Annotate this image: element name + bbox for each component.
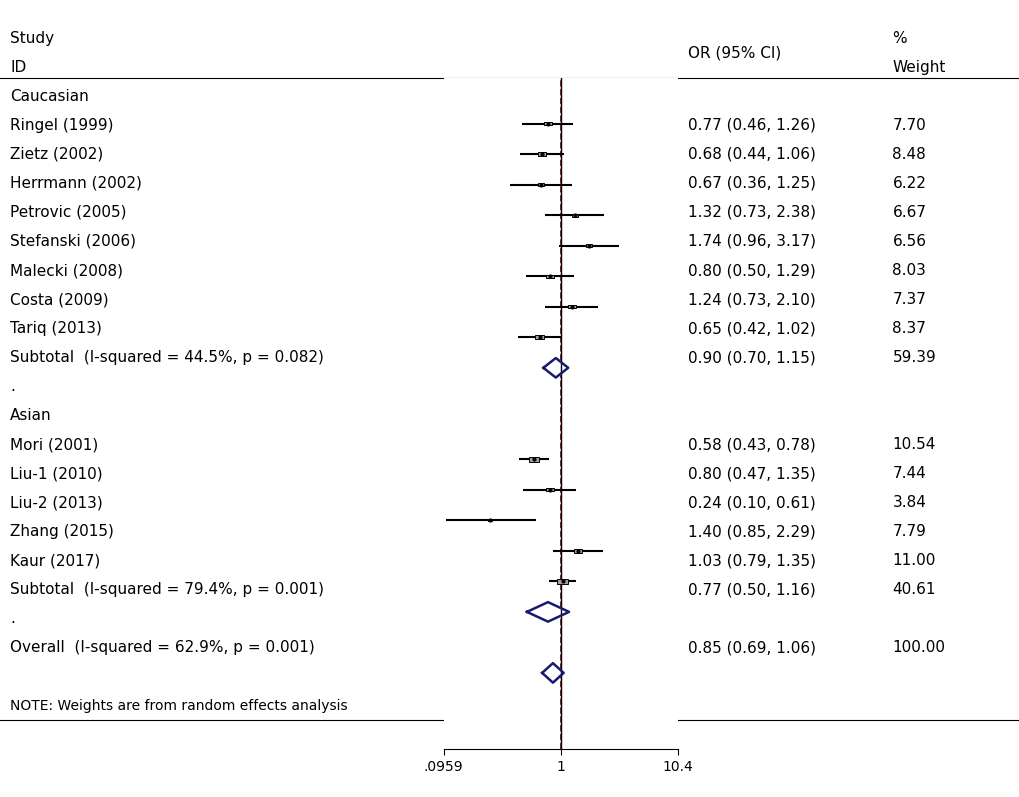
Text: 1.32 (0.73, 2.38): 1.32 (0.73, 2.38) bbox=[688, 205, 815, 220]
Text: .: . bbox=[10, 611, 15, 626]
Bar bbox=[537, 183, 543, 186]
Text: 7.44: 7.44 bbox=[892, 466, 925, 481]
Text: %: % bbox=[892, 31, 906, 46]
Text: Petrovic (2005): Petrovic (2005) bbox=[10, 205, 126, 220]
Text: 0.58 (0.43, 0.78): 0.58 (0.43, 0.78) bbox=[688, 437, 815, 452]
Text: 59.39: 59.39 bbox=[892, 350, 935, 365]
Text: 0.77 (0.50, 1.16): 0.77 (0.50, 1.16) bbox=[688, 582, 815, 597]
Text: 7.70: 7.70 bbox=[892, 118, 925, 133]
Text: .: . bbox=[10, 379, 15, 394]
Text: Asian: Asian bbox=[10, 408, 52, 423]
Text: Mori (2001): Mori (2001) bbox=[10, 437, 99, 452]
Text: 0.68 (0.44, 1.06): 0.68 (0.44, 1.06) bbox=[688, 147, 815, 162]
Bar bbox=[571, 214, 578, 217]
Text: OR (95% CI): OR (95% CI) bbox=[688, 45, 781, 61]
Polygon shape bbox=[542, 663, 564, 683]
Text: 40.61: 40.61 bbox=[892, 582, 935, 597]
Text: Herrmann (2002): Herrmann (2002) bbox=[10, 176, 142, 191]
Text: Liu-2 (2013): Liu-2 (2013) bbox=[10, 495, 103, 510]
Text: 0.85 (0.69, 1.06): 0.85 (0.69, 1.06) bbox=[688, 640, 815, 655]
Text: 1.24 (0.73, 2.10): 1.24 (0.73, 2.10) bbox=[688, 292, 815, 307]
Text: 10.54: 10.54 bbox=[892, 437, 935, 452]
Text: ID: ID bbox=[10, 60, 26, 75]
Text: Zietz (2002): Zietz (2002) bbox=[10, 147, 103, 162]
Text: Kaur (2017): Kaur (2017) bbox=[10, 553, 100, 568]
Text: 0.24 (0.10, 0.61): 0.24 (0.10, 0.61) bbox=[688, 495, 815, 510]
Text: Overall  (I-squared = 62.9%, p = 0.001): Overall (I-squared = 62.9%, p = 0.001) bbox=[10, 640, 315, 655]
Text: Liu-1 (2010): Liu-1 (2010) bbox=[10, 466, 103, 481]
Text: 11.00: 11.00 bbox=[892, 553, 935, 568]
Text: Subtotal  (I-squared = 79.4%, p = 0.001): Subtotal (I-squared = 79.4%, p = 0.001) bbox=[10, 582, 324, 597]
Bar bbox=[556, 579, 568, 583]
Text: Stefanski (2006): Stefanski (2006) bbox=[10, 234, 137, 249]
Text: 0.65 (0.42, 1.02): 0.65 (0.42, 1.02) bbox=[688, 321, 815, 336]
Text: 7.37: 7.37 bbox=[892, 292, 925, 307]
Text: 0.67 (0.36, 1.25): 0.67 (0.36, 1.25) bbox=[688, 176, 815, 191]
Text: NOTE: Weights are from random effects analysis: NOTE: Weights are from random effects an… bbox=[10, 699, 347, 713]
Text: 6.22: 6.22 bbox=[892, 176, 925, 191]
Text: 1.40 (0.85, 2.29): 1.40 (0.85, 2.29) bbox=[688, 524, 815, 539]
Text: Subtotal  (I-squared = 44.5%, p = 0.082): Subtotal (I-squared = 44.5%, p = 0.082) bbox=[10, 350, 324, 365]
Text: 8.37: 8.37 bbox=[892, 321, 925, 336]
Bar bbox=[487, 520, 491, 521]
Bar bbox=[537, 152, 545, 156]
Text: Study: Study bbox=[10, 31, 54, 46]
Text: 7.79: 7.79 bbox=[892, 524, 925, 539]
Bar bbox=[535, 336, 543, 339]
Bar bbox=[543, 122, 551, 125]
Text: Ringel (1999): Ringel (1999) bbox=[10, 118, 113, 133]
Bar bbox=[585, 245, 591, 247]
Text: 1.74 (0.96, 3.17): 1.74 (0.96, 3.17) bbox=[688, 234, 815, 249]
Text: 3.84: 3.84 bbox=[892, 495, 925, 510]
Text: Costa (2009): Costa (2009) bbox=[10, 292, 109, 307]
Text: 100.00: 100.00 bbox=[892, 640, 945, 655]
Text: 0.80 (0.47, 1.35): 0.80 (0.47, 1.35) bbox=[688, 466, 815, 481]
Text: 0.77 (0.46, 1.26): 0.77 (0.46, 1.26) bbox=[688, 118, 815, 133]
Polygon shape bbox=[543, 358, 568, 378]
Bar bbox=[545, 274, 553, 278]
Bar bbox=[574, 549, 581, 552]
Text: 8.48: 8.48 bbox=[892, 147, 925, 162]
Text: Tariq (2013): Tariq (2013) bbox=[10, 321, 102, 336]
Text: 6.67: 6.67 bbox=[892, 205, 925, 220]
Bar bbox=[545, 489, 553, 492]
Bar bbox=[528, 457, 539, 461]
Text: 0.90 (0.70, 1.15): 0.90 (0.70, 1.15) bbox=[688, 350, 815, 365]
Polygon shape bbox=[527, 602, 569, 622]
Text: Caucasian: Caucasian bbox=[10, 89, 89, 104]
Bar bbox=[568, 305, 575, 308]
Text: Weight: Weight bbox=[892, 60, 945, 75]
Text: Zhang (2015): Zhang (2015) bbox=[10, 524, 114, 539]
Text: 6.56: 6.56 bbox=[892, 234, 925, 249]
Text: 0.80 (0.50, 1.29): 0.80 (0.50, 1.29) bbox=[688, 263, 815, 278]
Text: Malecki (2008): Malecki (2008) bbox=[10, 263, 123, 278]
Text: 1.03 (0.79, 1.35): 1.03 (0.79, 1.35) bbox=[688, 553, 815, 568]
Text: 8.03: 8.03 bbox=[892, 263, 925, 278]
